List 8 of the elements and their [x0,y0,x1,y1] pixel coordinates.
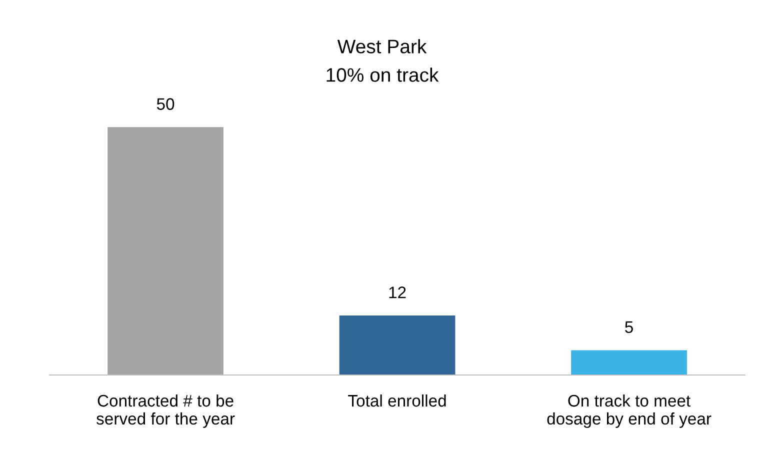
data-label: 5 [625,321,633,334]
x-tick-label: On track to meet dosage by end of year [547,394,712,428]
chart-title: West Park [337,39,427,54]
data-label: 50 [156,98,174,110]
chart-subtitle: 10% on track [326,68,439,82]
x-tick-label: Total enrolled [348,394,446,407]
x-tick-label: Contracted # to be served for the year [96,394,235,428]
data-label: 12 [389,286,406,298]
